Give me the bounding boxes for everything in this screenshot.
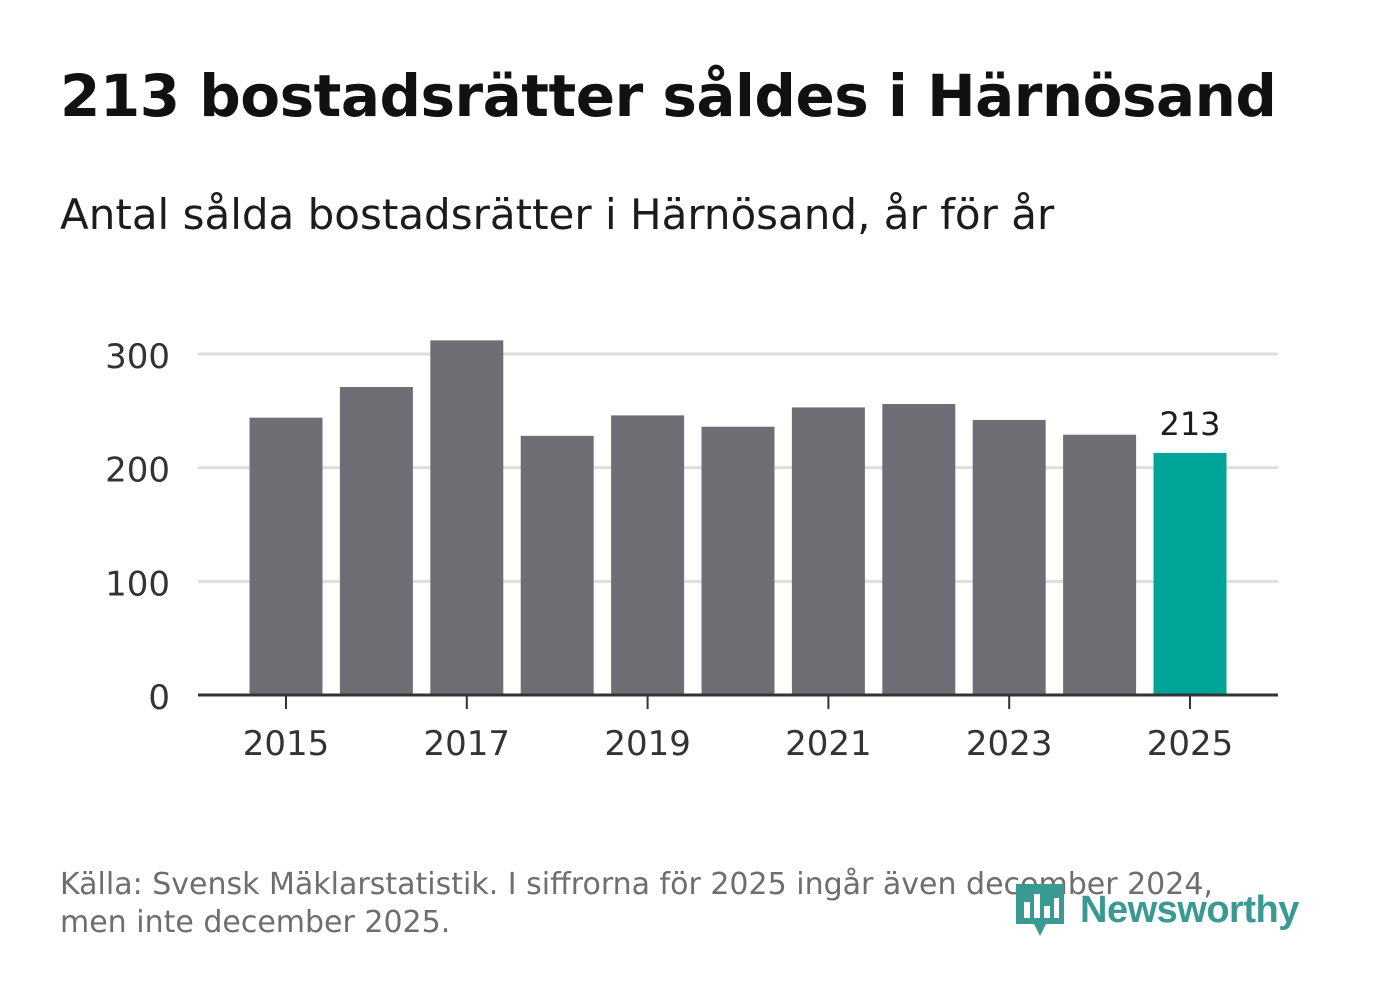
y-tick-label-300: 300 <box>105 337 170 377</box>
source-line-2: men inte december 2025. <box>60 905 451 940</box>
newsworthy-logo-icon <box>1016 884 1064 936</box>
data-label-2025: 213 <box>1159 405 1220 443</box>
bar-2015 <box>249 417 323 695</box>
chart-subtitle: Antal sålda bostadsrätter i Härnösand, å… <box>60 190 1055 239</box>
x-tick-label-2025: 2025 <box>1147 724 1234 764</box>
bar-2025 <box>1153 452 1227 695</box>
bar-2016 <box>339 386 413 695</box>
bar-2022 <box>882 404 956 695</box>
x-tick-label-2023: 2023 <box>966 724 1053 764</box>
x-tick-label-2017: 2017 <box>424 724 511 764</box>
bar-2018 <box>520 435 594 695</box>
chart-title: 213 bostadsrätter såldes i Härnösand <box>60 62 1277 130</box>
x-tick-label-2019: 2019 <box>604 724 691 764</box>
newsworthy-logo: Newsworthy <box>1012 880 1299 940</box>
bar-2024 <box>1063 434 1137 695</box>
bar-2019 <box>611 415 685 695</box>
bar-2017 <box>430 340 504 695</box>
x-tick-label-2015: 2015 <box>243 724 330 764</box>
x-tick-label-2021: 2021 <box>785 724 872 764</box>
y-tick-label-0: 0 <box>148 678 170 718</box>
y-tick-label-100: 100 <box>105 564 170 604</box>
newsworthy-logo-text: Newsworthy <box>1080 888 1299 931</box>
bar-2021 <box>791 407 865 695</box>
y-tick-label-200: 200 <box>105 451 170 491</box>
bar-2020 <box>701 426 775 695</box>
bar-2023 <box>972 419 1046 695</box>
